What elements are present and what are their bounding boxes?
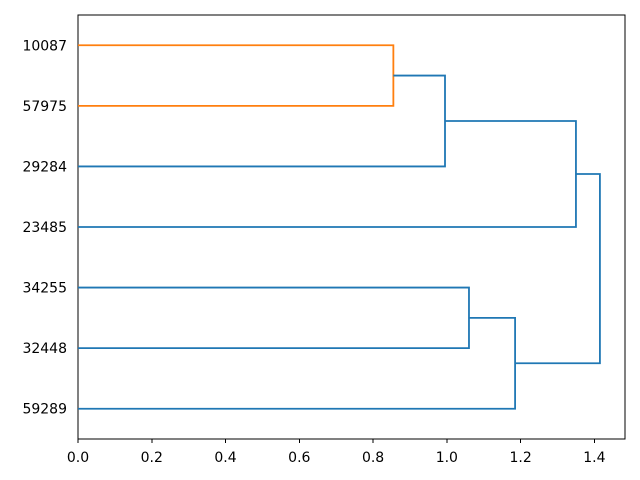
leaf-label: 34255	[22, 281, 67, 297]
dendrogram-link	[78, 74, 446, 168]
x-tick-label: 0.4	[214, 450, 236, 466]
leaf-label: 10087	[22, 38, 67, 54]
dendrogram-link	[78, 44, 395, 107]
leaf-label: 29284	[22, 159, 67, 175]
dendrogram-link	[78, 316, 516, 410]
x-tick-label: 0.8	[362, 450, 384, 466]
leaf-label: 59289	[22, 402, 67, 418]
x-tick-label: 1.0	[436, 450, 458, 466]
leaf-label: 32448	[22, 341, 67, 357]
x-tick-label: 0.2	[141, 450, 163, 466]
dendrogram-link	[515, 173, 601, 365]
x-tick-label: 1.4	[583, 450, 605, 466]
x-tick-label: 1.2	[509, 450, 531, 466]
leaf-label: 23485	[22, 220, 67, 236]
leaf-label: 57975	[22, 99, 67, 115]
x-tick-label: 0.6	[288, 450, 310, 466]
x-tick-label: 0.0	[67, 450, 89, 466]
dendrogram-link	[78, 120, 577, 228]
dendrogram-link	[78, 286, 470, 350]
